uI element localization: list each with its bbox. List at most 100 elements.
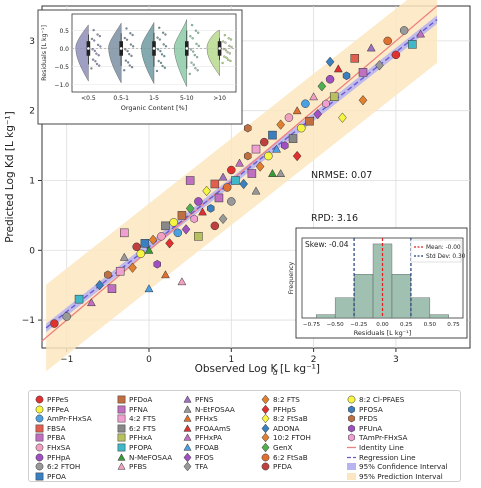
data-point (198, 207, 207, 216)
legend-shape-swatch (183, 424, 192, 432)
data-point (251, 186, 261, 195)
data-point (276, 119, 286, 130)
legend-label: PFNA (129, 404, 148, 414)
data-point (313, 108, 323, 120)
violin-jitter-point (228, 44, 231, 47)
x-axis-label: Observed Log K (195, 363, 279, 375)
legend-label: N-EtFOSAA (195, 404, 235, 414)
legend-shape-swatch (261, 395, 270, 404)
violin-jitter-point (162, 31, 165, 34)
violin-jitter-point (91, 58, 95, 61)
legend-item: PFHxPA (183, 433, 222, 442)
legend-item: N-MeFOSAA (117, 453, 172, 462)
data-point (194, 232, 203, 241)
legend-label: FBSA (47, 423, 66, 433)
violin-jitter-point (98, 34, 101, 38)
x-tick-label: 3 (393, 355, 399, 365)
legend-item: 8:2 FTS (261, 395, 300, 404)
legend-shape-swatch (183, 404, 192, 413)
violin-jitter-point (97, 54, 100, 57)
legend-item: ADONA (261, 423, 299, 433)
violin-jitter-point (227, 58, 230, 61)
legend-item: PFBA (35, 433, 65, 442)
legend-item: PFDoA (117, 395, 152, 404)
legend-marker (261, 462, 270, 471)
legend-shape-swatch (35, 443, 44, 452)
data-point (247, 169, 257, 178)
data-point (333, 64, 343, 73)
legend-item: PFOPA (117, 443, 152, 452)
legend-label: PFHpS (273, 404, 296, 414)
data-point (399, 26, 409, 35)
data-point (173, 228, 183, 238)
data-point (391, 50, 401, 60)
legend-marker (35, 424, 44, 433)
violin-jitter-point (195, 42, 198, 46)
violin-jitter-point (162, 43, 165, 46)
data-point (185, 176, 195, 185)
data-point (50, 319, 59, 328)
data-point (338, 112, 347, 123)
data-point (325, 56, 335, 68)
violin-x-tick-label: 5-10 (180, 95, 194, 102)
violin-jitter-point (126, 49, 129, 53)
legend-marker (261, 443, 270, 452)
legend-marker (35, 434, 44, 442)
violin-jitter-point (127, 61, 130, 64)
data-point (383, 36, 392, 46)
data-point (350, 54, 360, 63)
legend-label: 6:2 FTS (129, 423, 156, 433)
violin-jitter-point (224, 49, 228, 52)
legend-shape-swatch (117, 405, 126, 413)
legend-marker (347, 395, 356, 404)
legend-item: 6:2 FTS (117, 424, 156, 433)
data-point (107, 284, 117, 293)
legend-marker (117, 424, 126, 433)
violin-jitter-point (123, 36, 126, 40)
legend-item: N-EtFOSAA (183, 405, 235, 414)
violin-jitter-point (129, 43, 133, 46)
data-point (153, 259, 161, 269)
histogram-x-tick-label: 0.25 (400, 322, 413, 328)
legend-marker (35, 462, 44, 471)
legend-marker (348, 434, 355, 442)
legend-item: Identity Line (347, 443, 404, 452)
legend-label: PFDS (359, 414, 378, 424)
histogram-bar (334, 297, 355, 319)
x-axis-label-sub: d (273, 369, 278, 377)
violin-jitter-point (95, 62, 99, 66)
legend-item: 95% Confidence Interval (347, 462, 447, 471)
violin-jitter-point (158, 26, 161, 29)
legend-marker (347, 456, 356, 458)
legend-label: 6:2 FTOH (47, 462, 81, 472)
legend-shape-swatch (261, 423, 270, 433)
y-tick-label: 0 (29, 246, 35, 256)
violin-jitter-point (131, 33, 134, 37)
legend-item: TFA (183, 462, 208, 472)
legend-label: FHxSA (47, 443, 71, 452)
violin-jitter-point (94, 60, 97, 63)
violin-median (218, 47, 221, 50)
legend-item: PFHpA (35, 453, 70, 462)
data-point (157, 232, 166, 241)
legend-item: PFNS (183, 395, 213, 404)
legend-shape-swatch (117, 462, 126, 470)
data-point (190, 214, 198, 224)
legend-item: PFNA (117, 405, 148, 414)
violin-jitter-point (96, 33, 99, 36)
x-tick-label: 0 (146, 355, 152, 365)
legend-marker (183, 433, 192, 442)
data-point (86, 298, 96, 307)
violin-jitter-point (160, 53, 164, 56)
legend-label: PFHxA (129, 433, 153, 443)
violin-jitter-point (228, 52, 231, 55)
legend-marker (348, 424, 355, 433)
legend-marker (183, 424, 192, 432)
legend-shape-swatch (35, 462, 44, 471)
data-point (115, 266, 125, 276)
data-point (305, 116, 314, 126)
violin-jitter-point (188, 72, 191, 75)
violin-jitter-point (164, 45, 168, 48)
legend-marker (183, 414, 192, 422)
data-point (244, 123, 252, 133)
